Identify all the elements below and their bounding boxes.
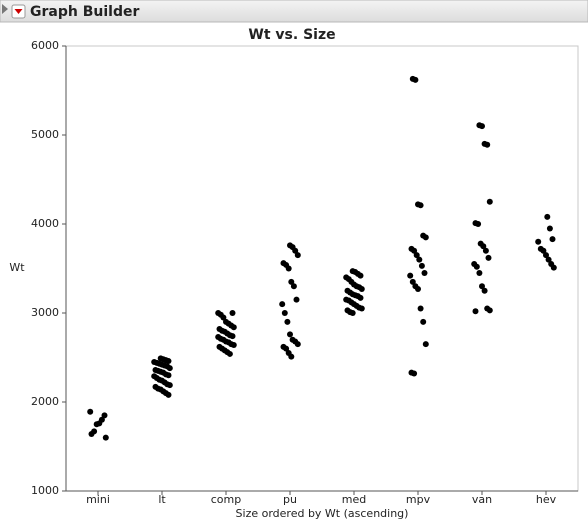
y-axis-label: Wt <box>9 261 25 274</box>
point <box>472 220 479 227</box>
y-tick-label: 5000 <box>31 128 59 141</box>
x-tick-label: lt <box>158 493 166 506</box>
header-title: Graph Builder <box>30 4 139 20</box>
x-tick-label: mpv <box>406 493 431 506</box>
point <box>412 283 419 290</box>
red-triangle <box>14 9 23 14</box>
point <box>215 334 222 341</box>
point <box>421 269 428 276</box>
point <box>544 213 551 220</box>
point <box>479 283 485 290</box>
x-tick-label: mini <box>86 493 110 506</box>
point <box>472 308 479 315</box>
point <box>535 238 542 245</box>
point <box>229 310 236 316</box>
point <box>343 296 350 303</box>
point <box>215 310 222 316</box>
y-tick-label: 3000 <box>31 306 59 319</box>
point <box>349 268 356 275</box>
point <box>417 305 424 312</box>
point <box>93 421 100 428</box>
point <box>287 331 293 338</box>
point <box>293 296 300 303</box>
point <box>484 305 491 312</box>
point <box>481 287 488 294</box>
point <box>288 278 295 285</box>
x-tick-label: van <box>472 493 492 506</box>
point <box>289 336 296 343</box>
x-tick-label: med <box>342 493 366 506</box>
x-axis-label: Size ordered by Wt (ascending) <box>236 507 409 520</box>
point <box>279 301 286 308</box>
point <box>284 318 291 325</box>
x-tick-label: hev <box>536 493 557 506</box>
point <box>549 236 556 243</box>
point <box>482 247 489 254</box>
point <box>343 274 350 281</box>
x-tick-label: comp <box>211 493 241 506</box>
point <box>418 262 425 269</box>
point <box>287 242 293 249</box>
point <box>409 75 416 82</box>
point <box>486 198 493 205</box>
header-bar <box>0 0 588 23</box>
point <box>416 256 423 263</box>
point <box>420 318 427 325</box>
point <box>290 283 297 290</box>
point <box>545 256 552 263</box>
point <box>344 307 351 314</box>
point <box>415 201 421 208</box>
point <box>285 350 292 357</box>
point <box>477 240 484 247</box>
plot-frame <box>65 45 579 492</box>
point <box>152 366 159 373</box>
y-tick-label: 4000 <box>31 217 59 230</box>
point <box>216 326 223 333</box>
point <box>151 373 158 380</box>
y-tick-label: 2000 <box>31 395 59 408</box>
point <box>485 254 492 261</box>
point <box>413 252 420 259</box>
point <box>157 355 164 362</box>
point <box>87 408 94 415</box>
y-tick-label: 6000 <box>31 39 59 52</box>
point <box>420 232 427 239</box>
point <box>223 318 229 325</box>
x-tick-label: pu <box>283 493 297 506</box>
point <box>476 122 483 129</box>
point <box>280 260 287 267</box>
point <box>281 310 288 316</box>
point <box>481 140 488 147</box>
point <box>216 343 223 350</box>
point <box>151 358 158 365</box>
point <box>422 341 429 348</box>
point <box>408 369 415 376</box>
point <box>344 287 351 294</box>
point <box>102 434 109 441</box>
point <box>407 272 414 279</box>
point <box>294 252 301 259</box>
point <box>408 245 415 252</box>
point <box>471 261 478 268</box>
point <box>152 383 159 390</box>
point <box>280 343 287 350</box>
point <box>409 278 416 285</box>
chart-title: Wt vs. Size <box>248 27 335 43</box>
point <box>543 252 549 259</box>
point <box>537 245 544 252</box>
disclosure-icon[interactable] <box>2 4 8 14</box>
point <box>476 269 483 276</box>
y-tick-label: 1000 <box>31 484 59 497</box>
point <box>101 412 108 419</box>
point <box>88 431 95 438</box>
point <box>548 261 555 268</box>
point <box>546 225 553 232</box>
